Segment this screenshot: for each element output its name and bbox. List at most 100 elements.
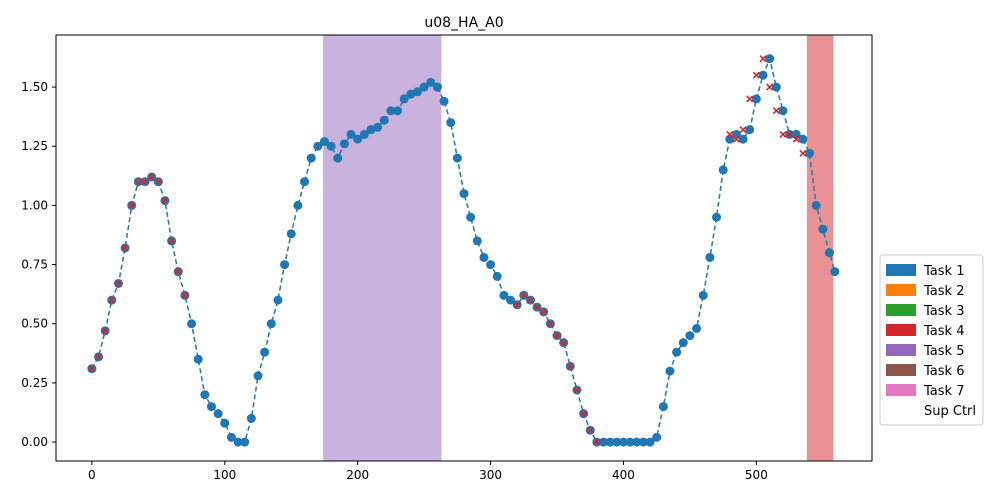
x-marker-stroke — [732, 135, 741, 143]
x-marker — [128, 201, 136, 209]
legend: Task 1 Task 2 Task 3 Task 4 Task 5 Task 6 Task… — [879, 254, 984, 426]
data-point — [373, 122, 383, 132]
data-point — [678, 338, 688, 348]
data-point — [459, 189, 469, 199]
data-point — [818, 224, 828, 234]
x-marker — [739, 126, 747, 134]
data-point — [692, 323, 702, 333]
data-point — [798, 134, 808, 144]
x-marker-stroke — [566, 362, 574, 370]
data-point — [300, 177, 310, 187]
x-marker — [94, 353, 103, 361]
x-marker — [792, 135, 800, 143]
x-marker — [154, 178, 162, 186]
x-marker-stroke — [108, 296, 116, 304]
data-point — [618, 437, 628, 447]
legend-swatch — [886, 344, 916, 356]
data-point — [206, 402, 216, 412]
data-point — [738, 134, 748, 144]
x-marker-stroke — [799, 149, 807, 157]
x-marker-stroke — [513, 301, 521, 309]
x-marker — [580, 410, 588, 418]
x-marker — [772, 107, 780, 115]
data-point — [625, 437, 635, 447]
data-point — [319, 137, 329, 146]
legend-label: Task 6 — [923, 364, 964, 379]
x-marker — [546, 320, 554, 328]
x-marker — [533, 303, 541, 311]
legend-swatch — [886, 384, 916, 396]
data-point — [758, 70, 768, 80]
data-point — [830, 267, 840, 277]
data-point — [446, 118, 456, 128]
x-tick-label: 200 — [346, 468, 369, 482]
x-marker — [114, 279, 123, 288]
legend-swatch — [886, 284, 916, 296]
data-point — [765, 54, 775, 64]
x-marker — [161, 197, 169, 205]
data-point — [187, 319, 197, 329]
data-point — [751, 94, 761, 104]
x-marker-stroke — [114, 279, 123, 288]
data-point — [379, 115, 389, 125]
shaded-region-0 — [323, 35, 442, 461]
data-point — [286, 229, 296, 239]
x-marker-stroke — [168, 237, 176, 245]
data-point — [253, 371, 263, 381]
data-point — [638, 437, 648, 447]
data-point — [393, 106, 403, 116]
data-point — [432, 82, 442, 92]
x-marker — [752, 71, 760, 79]
y-tick-label: 0.25 — [21, 376, 48, 390]
data-point — [273, 295, 283, 305]
legend-label: Task 7 — [923, 384, 964, 399]
x-marker-stroke — [593, 438, 601, 446]
legend-label: Task 2 — [923, 284, 964, 299]
x-marker-stroke — [134, 178, 142, 186]
data-point — [240, 437, 250, 447]
x-marker-stroke — [766, 83, 774, 91]
x-marker-stroke — [792, 135, 800, 143]
x-marker — [121, 244, 129, 252]
x-marker-stroke — [174, 268, 182, 276]
x-marker-stroke — [526, 296, 535, 304]
data-point — [486, 260, 496, 270]
x-marker-stroke — [88, 365, 96, 373]
data-point — [712, 212, 722, 222]
data-point — [466, 212, 476, 222]
x-marker-stroke — [739, 126, 747, 134]
x-marker-stroke — [533, 303, 541, 311]
x-marker-stroke — [580, 410, 588, 418]
x-marker — [726, 130, 734, 138]
data-point — [226, 432, 236, 442]
data-point — [246, 413, 256, 423]
data-point — [499, 290, 509, 300]
data-point — [426, 77, 436, 87]
x-marker-stroke — [726, 130, 734, 138]
data-point — [506, 295, 516, 305]
legend-swatch — [886, 304, 916, 316]
x-marker — [88, 365, 96, 373]
y-tick-label: 1.25 — [21, 139, 48, 153]
x-marker — [586, 426, 594, 434]
data-point — [771, 82, 781, 92]
data-point — [200, 390, 210, 400]
data-point — [266, 319, 276, 329]
data-point — [605, 437, 615, 447]
legend-swatch — [886, 264, 916, 276]
data-point — [333, 153, 343, 163]
plot-frame — [55, 34, 873, 462]
data-point — [698, 290, 708, 300]
data-point — [220, 418, 230, 428]
x-marker-stroke — [141, 178, 149, 186]
x-marker — [566, 362, 574, 370]
x-tick-label: 0 — [88, 468, 96, 482]
y-axis: 0.00 0.25 0.50 0.75 1.00 1.25 1.50 — [21, 80, 56, 449]
x-marker-stroke — [759, 55, 767, 63]
x-marker — [593, 438, 601, 446]
chart-title: u08_HA_A0 — [424, 15, 503, 31]
x-marker-stroke — [161, 197, 169, 205]
legend-label: Task 1 — [923, 264, 964, 279]
data-point — [718, 165, 728, 175]
x-marker — [759, 55, 767, 63]
